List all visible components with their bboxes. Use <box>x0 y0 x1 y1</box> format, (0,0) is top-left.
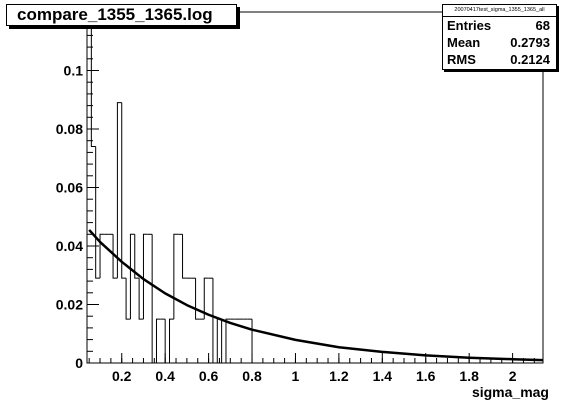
stats-label: Mean <box>447 35 481 50</box>
x-tick-label: 0.2 <box>112 368 132 384</box>
stats-value: 0.2793 <box>510 35 550 50</box>
histogram-bin <box>90 12 96 148</box>
stats-value: 68 <box>535 18 550 33</box>
y-tick-label: 0.08 <box>56 121 83 137</box>
stats-label: Entries <box>447 18 492 33</box>
histogram-bin <box>212 278 218 364</box>
histogram-bin <box>125 278 131 320</box>
y-tick-label: 0 <box>75 355 83 371</box>
histogram-bin <box>151 234 157 364</box>
stats-box: 20070417test_sigma_1355_1365_all Entries… <box>442 4 557 70</box>
x-tick-label: 1 <box>292 368 300 384</box>
fit-curve <box>88 229 544 362</box>
y-tick-label: 0.1 <box>64 63 84 79</box>
chart-title: compare_1355_1365.log <box>6 4 237 26</box>
histogram-bin <box>203 277 209 320</box>
y-tick-label: 0.04 <box>56 238 83 254</box>
histogram-bin <box>221 319 226 364</box>
y-tick-label: 0.06 <box>56 180 83 196</box>
histogram-bin <box>95 146 101 279</box>
x-tick-label: 1.2 <box>329 368 349 384</box>
histogram-bin <box>195 278 200 320</box>
stats-value: 0.2124 <box>510 52 550 67</box>
histogram-bin <box>99 233 105 279</box>
histogram-bin <box>138 278 144 320</box>
histogram-bin <box>116 102 122 279</box>
histogram-bin <box>173 233 179 320</box>
x-tick-label: 2 <box>509 368 517 384</box>
histogram-bin <box>164 319 170 364</box>
stats-row-mean: Mean 0.2793 <box>443 34 556 51</box>
histogram-bin <box>155 318 161 363</box>
histogram-bin <box>169 318 174 363</box>
histogram-bin <box>112 234 118 279</box>
stats-label: RMS <box>447 52 476 67</box>
histogram-bin <box>134 234 140 279</box>
x-axis-label: sigma_mag <box>471 384 549 400</box>
histogram-bin <box>142 233 148 320</box>
x-tick-label: 1.6 <box>416 368 436 384</box>
histogram-bin <box>225 318 231 363</box>
histogram-bin <box>182 234 187 279</box>
histogram-bin <box>129 233 135 320</box>
x-tick-label: 0.8 <box>242 368 262 384</box>
stats-name: 20070417test_sigma_1355_1365_all <box>443 5 556 17</box>
y-tick-label: 0.02 <box>56 297 83 313</box>
x-tick-label: 0.4 <box>155 368 175 384</box>
stats-row-entries: Entries 68 <box>443 17 556 34</box>
stats-row-rms: RMS 0.2124 <box>443 51 556 68</box>
x-tick-label: 0.6 <box>199 368 219 384</box>
x-tick-label: 1.8 <box>459 368 479 384</box>
histogram-bin <box>121 102 127 279</box>
x-tick-label: 1.4 <box>373 368 393 384</box>
